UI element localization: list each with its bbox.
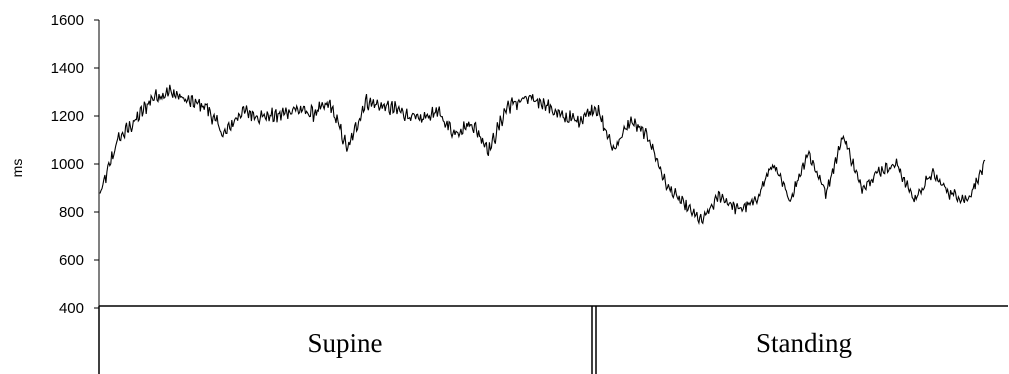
y-tick-label: 1200 xyxy=(51,108,84,125)
series-line xyxy=(99,84,986,226)
y-axis: 1600 1400 1200 1000 800 600 400 xyxy=(51,12,100,317)
y-tick-label: 1400 xyxy=(51,60,84,77)
y-tick-label: 400 xyxy=(59,300,84,317)
y-axis-label: ms xyxy=(9,159,25,178)
phase-label-standing: Standing xyxy=(756,328,852,358)
y-tick-label: 1600 xyxy=(51,12,84,29)
phase-label-supine: Supine xyxy=(307,328,382,358)
y-tick-label: 600 xyxy=(59,252,84,269)
y-tick-label: 800 xyxy=(59,204,84,221)
phase-box: Supine Standing xyxy=(98,305,1008,374)
y-tick-label: 1000 xyxy=(51,156,84,173)
